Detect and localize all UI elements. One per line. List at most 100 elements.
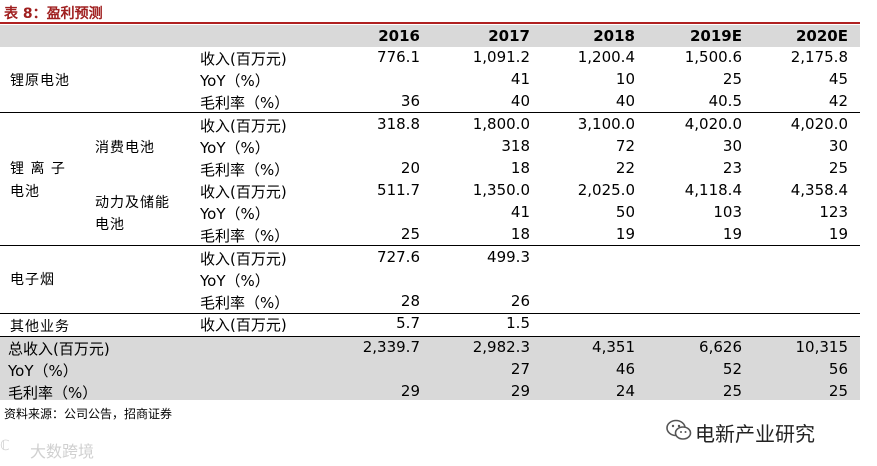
total-bar: [0, 336, 860, 400]
table-cell: 727.6: [377, 248, 420, 266]
table-cell: 18: [510, 159, 530, 177]
row-label: YoY（%）: [200, 272, 270, 290]
table-cell: 52: [722, 360, 742, 378]
section-label-other: 其他业务: [10, 319, 70, 335]
year-header: 2016: [378, 27, 420, 45]
table-cell: 28: [400, 292, 420, 310]
table-cell: 19: [615, 225, 635, 243]
row-label: 收入(百万元): [200, 183, 287, 201]
table-cell: 5.7: [396, 314, 420, 332]
year-header: 2017: [488, 27, 530, 45]
table-cell: 1,091.2: [472, 48, 530, 66]
brand-name: 电新产业研究: [695, 422, 815, 446]
watermark-icon: ℂ: [0, 438, 10, 454]
table-cell: 72: [615, 137, 635, 155]
table-cell: 4,118.4: [684, 181, 742, 199]
table-cell: 2,175.8: [790, 48, 848, 66]
table-cell: 511.7: [377, 181, 420, 199]
table-cell: 6,626: [699, 338, 742, 356]
row-label: 毛利率（%）: [200, 161, 290, 179]
header-bar: [0, 25, 860, 47]
table-cell: 41: [510, 203, 530, 221]
table-cell: 40: [615, 92, 635, 110]
table-cell: 25: [828, 382, 848, 400]
table-cell: 29: [510, 382, 530, 400]
table-cell: 2,982.3: [472, 338, 530, 356]
row-label: 收入(百万元): [200, 50, 287, 68]
table-cell: 25: [400, 225, 420, 243]
table-cell: 4,351: [592, 338, 635, 356]
table-cell: 4,358.4: [790, 181, 848, 199]
table-cell: 19: [722, 225, 742, 243]
table-cell: 45: [828, 70, 848, 88]
table-cell: 25: [722, 70, 742, 88]
table-cell: 2,025.0: [577, 181, 635, 199]
table-cell: 318: [501, 137, 530, 155]
section-divider: [0, 313, 860, 314]
row-label: 收入(百万元): [200, 250, 287, 268]
source-note: 资料来源：公司公告，招商证券: [4, 407, 173, 421]
table-cell: 30: [722, 137, 742, 155]
table-cell: 25: [828, 159, 848, 177]
table-cell: 20: [400, 159, 420, 177]
table-cell: 103: [713, 203, 742, 221]
section-divider: [0, 112, 860, 113]
row-label: 毛利率（%）: [200, 94, 290, 112]
row-label: YoY（%）: [200, 139, 270, 157]
table-cell: 22: [615, 159, 635, 177]
section-label-lithium-primary: 锂原电池: [10, 73, 70, 89]
table-cell: 10,315: [795, 338, 849, 356]
row-label: 毛利率（%）: [200, 294, 290, 312]
table-cell: 26: [510, 292, 530, 310]
subsection-label-power: 动力及储能: [95, 195, 170, 211]
row-label: YoY（%）: [8, 362, 78, 380]
row-label: 收入(百万元): [200, 117, 287, 135]
wechat-icon: [666, 419, 692, 440]
table-cell: 10: [615, 70, 635, 88]
section-divider: [0, 245, 860, 246]
table-title: 表 8：盈利预测: [4, 6, 103, 22]
table-cell: 40.5: [708, 92, 742, 110]
table-cell: 36: [400, 92, 420, 110]
table-cell: 4,020.0: [684, 115, 742, 133]
subsection-label-power: 电池: [95, 217, 125, 233]
table-cell: 318.8: [377, 115, 420, 133]
top-rule: [0, 22, 860, 24]
table-cell: 30: [828, 137, 848, 155]
table-cell: 50: [615, 203, 635, 221]
row-label: 收入(百万元): [200, 316, 287, 334]
year-header: 2019E: [690, 27, 742, 45]
watermark-text: 大数跨境: [30, 442, 95, 461]
table-cell: 40: [510, 92, 530, 110]
row-label: 毛利率（%）: [200, 227, 290, 245]
table-cell: 29: [400, 382, 420, 400]
section-label-lithium-ion: 锂 离 子: [10, 161, 66, 177]
row-label: 总收入(百万元): [8, 340, 110, 358]
table-cell: 3,100.0: [577, 115, 635, 133]
table-cell: 24: [615, 382, 635, 400]
table-cell: 1,800.0: [472, 115, 530, 133]
table-cell: 1,350.0: [472, 181, 530, 199]
section-divider: [0, 336, 860, 337]
row-label: YoY（%）: [200, 72, 270, 90]
table-cell: 27: [510, 360, 530, 378]
table-cell: 123: [819, 203, 848, 221]
table-cell: 46: [615, 360, 635, 378]
table-cell: 1,500.6: [684, 48, 742, 66]
section-label-ecig: 电子烟: [10, 272, 55, 288]
table-cell: 23: [722, 159, 742, 177]
subsection-label-consumer: 消费电池: [95, 140, 155, 156]
year-header: 2020E: [796, 27, 848, 45]
table-cell: 18: [510, 225, 530, 243]
table-cell: 56: [828, 360, 848, 378]
table-cell: 41: [510, 70, 530, 88]
table-cell: 776.1: [377, 48, 420, 66]
table-cell: 1,200.4: [577, 48, 635, 66]
row-label: YoY（%）: [200, 205, 270, 223]
table-cell: 1.5: [506, 314, 530, 332]
section-label-lithium-ion: 电池: [10, 184, 40, 200]
year-header: 2018: [593, 27, 635, 45]
table-cell: 499.3: [487, 248, 530, 266]
table-cell: 2,339.7: [362, 338, 420, 356]
table-cell: 42: [828, 92, 848, 110]
